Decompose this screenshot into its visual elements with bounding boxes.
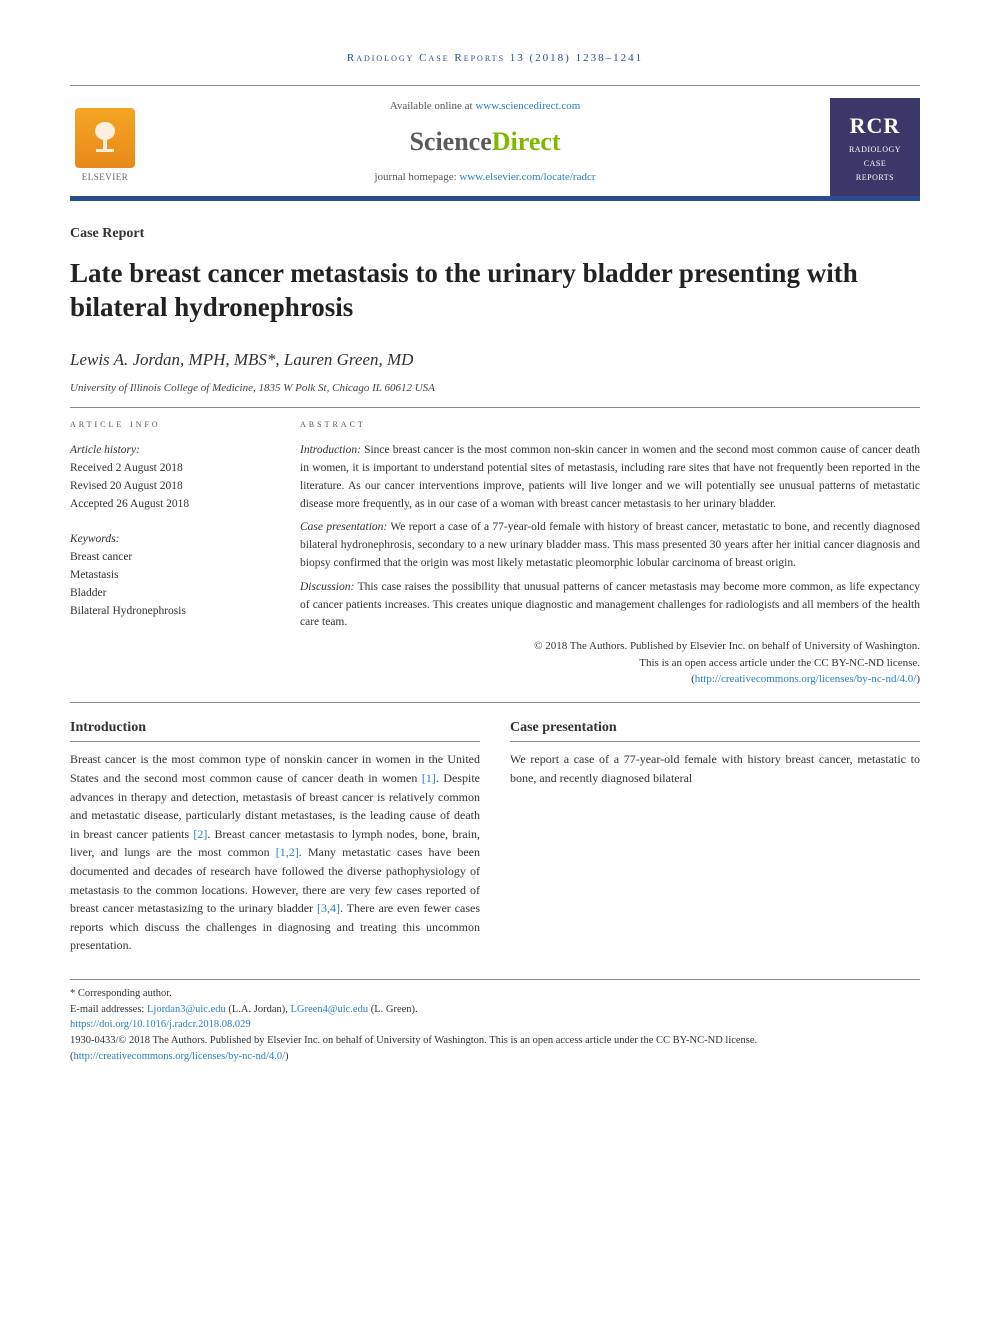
elsevier-tree-icon [75, 108, 135, 168]
intro-text-a: Breast cancer is the most common type of… [70, 752, 480, 785]
case-presentation-heading: Case presentation [510, 717, 920, 743]
history-received: Received 2 August 2018 [70, 460, 270, 478]
sd-direct: Direct [492, 127, 561, 156]
email-link[interactable]: LGreen4@uic.edu [291, 1004, 369, 1015]
sd-science: Science [409, 127, 491, 156]
corresponding-author: * Corresponding author. [70, 986, 920, 1002]
copyright-block: © 2018 The Authors. Published by Elsevie… [300, 638, 920, 688]
available-online-line: Available online at www.sciencedirect.co… [154, 98, 816, 115]
doi-link[interactable]: https://doi.org/10.1016/j.radcr.2018.08.… [70, 1019, 251, 1030]
keywords-label: Keywords: [70, 531, 270, 549]
article-type: Case Report [70, 223, 920, 244]
elsevier-label: ELSEVIER [82, 171, 129, 185]
homepage-prefix: journal homepage: [374, 171, 459, 183]
ref-link[interactable]: [2] [193, 827, 207, 841]
running-head: Radiology Case Reports 13 (2018) 1238–12… [70, 50, 920, 67]
abstract-case-text: We report a case of a 77-year-old female… [300, 521, 920, 569]
authors: Lewis A. Jordan, MPH, MBS*, Lauren Green… [70, 347, 920, 373]
abstract-head: abstract [300, 416, 920, 433]
info-abstract-row: article info Article history: Received 2… [70, 416, 920, 688]
journal-homepage-link[interactable]: www.elsevier.com/locate/radcr [459, 171, 595, 183]
ref-link[interactable]: [1] [422, 771, 436, 785]
email-label: E-mail addresses: [70, 1004, 147, 1015]
abstract-case-lead: Case presentation: [300, 521, 387, 533]
email-name: (L.A. Jordan), [226, 1004, 291, 1015]
keyword: Breast cancer [70, 549, 270, 567]
history-label: Article history: [70, 442, 270, 460]
abstract-case: Case presentation: We report a case of a… [300, 519, 920, 572]
sciencedirect-link[interactable]: www.sciencedirect.com [475, 100, 580, 112]
email-link[interactable]: Ljordan3@uic.edu [147, 1004, 226, 1015]
body-columns: Introduction Breast cancer is the most c… [70, 717, 920, 955]
abstract-intro-text: Since breast cancer is the most common n… [300, 444, 920, 509]
divider [70, 702, 920, 703]
history-accepted: Accepted 26 August 2018 [70, 496, 270, 514]
abstract-column: abstract Introduction: Since breast canc… [300, 416, 920, 688]
article-info-column: article info Article history: Received 2… [70, 416, 270, 688]
email-name: (L. Green). [368, 1004, 418, 1015]
issn-close: ) [285, 1051, 289, 1062]
header-center: Available online at www.sciencedirect.co… [154, 98, 816, 196]
ref-link[interactable]: [3,4] [317, 901, 340, 915]
keyword: Bladder [70, 585, 270, 603]
abstract-intro-lead: Introduction: [300, 444, 361, 456]
available-prefix: Available online at [390, 100, 476, 112]
footnotes: * Corresponding author. E-mail addresses… [70, 979, 920, 1065]
rcr-line2: CASE [864, 158, 886, 170]
keywords-block: Keywords: Breast cancer Metastasis Bladd… [70, 531, 270, 620]
rcr-line3: REPORTS [856, 172, 894, 184]
sciencedirect-logo: ScienceDirect [154, 122, 816, 161]
journal-header: ELSEVIER Available online at www.science… [70, 85, 920, 201]
introduction-section: Introduction Breast cancer is the most c… [70, 717, 480, 955]
introduction-heading: Introduction [70, 717, 480, 743]
affiliation: University of Illinois College of Medici… [70, 380, 920, 397]
history-revised: Revised 20 August 2018 [70, 478, 270, 496]
elsevier-logo: ELSEVIER [70, 98, 140, 196]
issn-copyright-line: 1930-0433/© 2018 The Authors. Published … [70, 1033, 920, 1065]
email-line: E-mail addresses: Ljordan3@uic.edu (L.A.… [70, 1002, 920, 1018]
cc-license-link[interactable]: http://creativecommons.org/licenses/by-n… [695, 673, 917, 685]
keyword: Bilateral Hydronephrosis [70, 603, 270, 621]
rcr-cover-logo: RCR RADIOLOGY CASE REPORTS [830, 98, 920, 196]
rcr-big: RCR [850, 109, 901, 142]
ref-link[interactable]: [1,2] [276, 845, 299, 859]
introduction-text: Breast cancer is the most common type of… [70, 750, 480, 955]
journal-homepage-line: journal homepage: www.elsevier.com/locat… [154, 169, 816, 186]
abstract-discussion-lead: Discussion: [300, 581, 354, 593]
abstract-discussion: Discussion: This case raises the possibi… [300, 579, 920, 632]
article-title: Late breast cancer metastasis to the uri… [70, 256, 920, 325]
case-presentation-section: Case presentation We report a case of a … [510, 717, 920, 788]
abstract-intro: Introduction: Since breast cancer is the… [300, 442, 920, 513]
article-history: Article history: Received 2 August 2018 … [70, 442, 270, 513]
divider [70, 407, 920, 408]
case-presentation-text: We report a case of a 77-year-old female… [510, 750, 920, 787]
keyword: Metastasis [70, 567, 270, 585]
cc-license-link[interactable]: http://creativecommons.org/licenses/by-n… [74, 1051, 286, 1062]
copyright-line2: This is an open access article under the… [300, 655, 920, 672]
copyright-line1: © 2018 The Authors. Published by Elsevie… [300, 638, 920, 655]
article-info-head: article info [70, 416, 270, 433]
rcr-line1: RADIOLOGY [849, 144, 901, 156]
abstract-discussion-text: This case raises the possibility that un… [300, 581, 920, 629]
